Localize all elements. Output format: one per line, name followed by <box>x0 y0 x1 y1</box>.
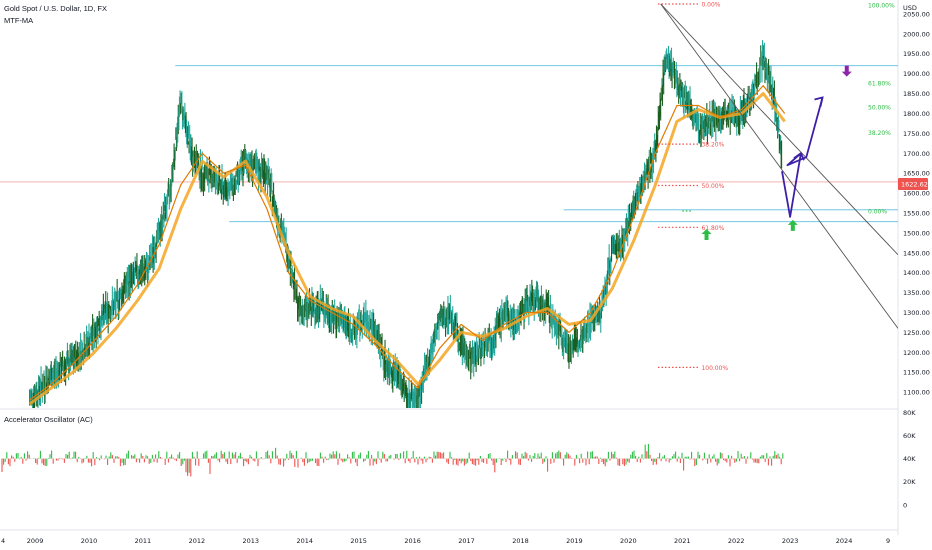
price-tick-label: 1100.00 <box>903 389 930 397</box>
time-edge-label: 4 <box>1 537 5 545</box>
main-pane: 0.00% 38.20% 50.00% 61.80% 100.00% 100.00% 61.… <box>0 1 898 408</box>
price-tick-label: 2050.00 <box>903 10 930 18</box>
ma-line-thin <box>29 85 786 401</box>
indicator-label: MTF-MA <box>4 16 34 25</box>
fib-level-label: 61.80% <box>701 225 724 232</box>
price-tick-label: 1400.00 <box>903 269 930 277</box>
osc-tick-label: 20K <box>903 478 916 486</box>
fib-level-label: 50.00% <box>701 183 724 190</box>
arrow-down-icon <box>841 65 852 77</box>
fib-ext-label: 0.00% <box>868 208 887 215</box>
time-tick-label: 2022 <box>728 537 745 545</box>
price-tick-label: 1700.00 <box>903 150 930 158</box>
oscillator-title: Accelerator Oscillator (AC) <box>4 415 93 424</box>
time-tick-label: 2021 <box>674 537 691 545</box>
fib-ext-label: 38.20% <box>868 130 891 137</box>
time-tick-label: 2019 <box>566 537 583 545</box>
time-tick-label: 2011 <box>135 537 152 545</box>
price-tick-label: 1450.00 <box>903 249 930 257</box>
ma-line-thick <box>28 92 786 406</box>
time-tick-label: 2010 <box>81 537 98 545</box>
arrow-up-icon <box>787 219 798 231</box>
chart-title: Gold Spot / U.S. Dollar, 1D, FX <box>4 4 107 13</box>
osc-tick-label: 80K <box>903 409 916 417</box>
trend-line <box>660 3 898 256</box>
fib-ext-label: 50.00% <box>868 105 891 112</box>
projection-path <box>781 97 824 218</box>
time-edge-label: 9 <box>886 537 890 545</box>
time-tick-label: 2014 <box>296 537 313 545</box>
time-tick-label: 2020 <box>620 537 637 545</box>
last-price-badge <box>898 178 928 191</box>
price-tick-label: 1900.00 <box>903 70 930 78</box>
price-tick-label: 1950.00 <box>903 50 930 58</box>
price-tick-label: 1850.00 <box>903 90 930 98</box>
fib-ext-label: 100.00% <box>868 3 895 10</box>
last-price-label: 1622.62 <box>901 181 928 189</box>
price-tick-label: 1250.00 <box>903 329 930 337</box>
fib-level-label: 100.00% <box>701 365 728 372</box>
trend-line <box>660 3 898 329</box>
arrow-up-icon <box>701 229 712 241</box>
price-tick-label: 1200.00 <box>903 349 930 357</box>
time-tick-label: 2024 <box>836 537 853 545</box>
time-tick-label: 2016 <box>404 537 421 545</box>
time-tick-label: 2013 <box>243 537 260 545</box>
osc-tick-label: 0 <box>903 501 907 509</box>
price-tick-label: 1550.00 <box>903 209 930 217</box>
fib-level-label: 0.00% <box>701 1 720 8</box>
osc-tick-label: 40K <box>903 455 916 463</box>
price-tick-label: 1750.00 <box>903 130 930 138</box>
time-tick-label: 2012 <box>189 537 206 545</box>
time-tick-label: 2018 <box>512 537 529 545</box>
projection-arrowhead-mid <box>793 151 805 161</box>
price-tick-label: 1350.00 <box>903 289 930 297</box>
projection-arrowhead <box>814 96 824 107</box>
fib-level-label: 38.20% <box>701 142 724 149</box>
candles <box>29 40 783 408</box>
time-tick-label: 2017 <box>458 537 475 545</box>
price-tick-label: 1650.00 <box>903 170 930 178</box>
price-tick-label: 1800.00 <box>903 110 930 118</box>
fib-ext-label: 61.80% <box>868 81 891 88</box>
price-tick-label: 1600.00 <box>903 190 930 198</box>
time-tick-label: 2015 <box>350 537 367 545</box>
price-tick-label: 2000.00 <box>903 30 930 38</box>
oscillator-bars <box>1 443 784 477</box>
price-tick-label: 1300.00 <box>903 309 930 317</box>
currency-label: USD <box>903 4 917 12</box>
price-tick-label: 1150.00 <box>903 369 930 377</box>
price-tick-label: 1500.00 <box>903 229 930 237</box>
osc-tick-label: 60K <box>903 432 916 440</box>
time-tick-label: 2009 <box>27 537 44 545</box>
time-tick-label: 2023 <box>782 537 799 545</box>
